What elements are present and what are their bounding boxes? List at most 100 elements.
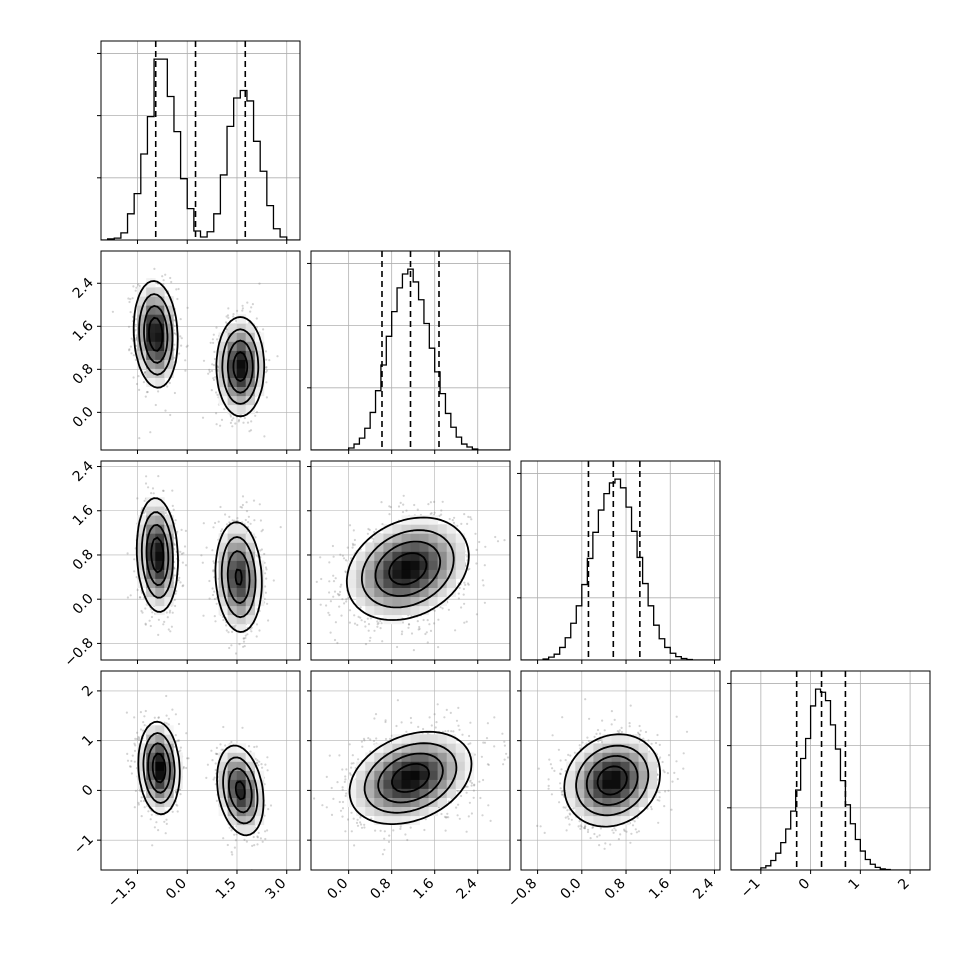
density-bin (401, 551, 411, 561)
sample-point (157, 390, 160, 393)
sample-point (171, 504, 174, 507)
sample-point (162, 489, 165, 492)
sample-point (213, 615, 216, 618)
sample-point (230, 644, 233, 647)
sample-point (245, 510, 249, 513)
sample-point (260, 548, 263, 551)
density-bin (410, 542, 420, 552)
sample-point (328, 580, 331, 583)
density-bin (383, 587, 393, 597)
density-bin (236, 395, 247, 406)
density-bin (356, 596, 366, 607)
sample-point (151, 611, 154, 614)
density-shading (137, 278, 265, 415)
sample-point (144, 508, 147, 511)
density-bin (218, 332, 228, 342)
sample-point (368, 639, 371, 642)
sample-point (401, 510, 405, 514)
density-bin (155, 542, 165, 552)
sample-point (225, 315, 228, 318)
sample-point (135, 337, 138, 340)
sample-point (416, 620, 419, 623)
density-bin (245, 323, 256, 333)
density-bin (455, 533, 466, 543)
sample-point (319, 603, 322, 606)
density-bin (437, 569, 447, 579)
density-bin (227, 578, 237, 588)
density-bin (137, 359, 147, 369)
sample-point (258, 629, 261, 632)
density-bin (392, 605, 402, 616)
sample-point (451, 519, 454, 522)
sample-point (177, 287, 180, 291)
density-bin (236, 596, 247, 607)
density-bin (218, 578, 228, 588)
sample-point (179, 318, 182, 321)
density-bin (146, 506, 156, 516)
sample-point (144, 395, 147, 398)
sample-point (225, 328, 228, 331)
sample-point (144, 623, 147, 626)
sample-point (237, 420, 240, 423)
density-bin (410, 551, 420, 561)
sample-point (153, 267, 156, 270)
density-bin (227, 596, 237, 607)
density-bin (146, 296, 156, 306)
sample-point (213, 350, 216, 353)
density-bin (365, 587, 375, 597)
density-bin (236, 368, 247, 378)
sample-point (264, 566, 268, 569)
contour-line (374, 540, 442, 597)
sample-point (249, 429, 253, 432)
sample-point (128, 300, 131, 304)
sample-point (234, 624, 237, 627)
sample-point (360, 619, 363, 622)
sample-point (164, 511, 167, 515)
sample-point (483, 564, 486, 567)
sample-point (244, 518, 247, 522)
sample-point (221, 528, 224, 531)
sample-point (320, 577, 323, 581)
sample-point (276, 355, 279, 358)
density-bin (146, 314, 156, 324)
sample-point (224, 513, 227, 516)
sample-point (225, 624, 228, 627)
sample-point (179, 749, 182, 752)
sample-point (152, 492, 155, 495)
sample-point (255, 317, 258, 320)
density-bin (410, 560, 420, 570)
sample-point (255, 326, 258, 329)
sample-point (211, 363, 214, 366)
sample-point (212, 569, 215, 572)
sample-point (396, 645, 399, 649)
sample-point (179, 335, 182, 338)
density-bin (146, 332, 156, 342)
density-bin (383, 578, 393, 588)
sample-point (372, 540, 375, 543)
sample-point (346, 546, 349, 549)
density-bin (419, 560, 429, 570)
sample-point (239, 505, 242, 509)
sample-point (484, 545, 487, 548)
density-bin (428, 578, 438, 588)
scatter-panel-1-2 (311, 461, 510, 660)
sample-point (148, 619, 151, 622)
sample-point (363, 620, 366, 623)
density-bin (437, 587, 447, 597)
sample-point (173, 598, 176, 602)
density-bin (455, 542, 466, 552)
sample-point (410, 632, 414, 635)
density-bin (236, 524, 247, 534)
density-bin (401, 596, 411, 607)
sample-point (475, 548, 478, 552)
sample-point (166, 616, 169, 619)
sample-point (231, 519, 234, 522)
sample-point (247, 521, 250, 524)
sample-point (255, 635, 258, 638)
sample-point (336, 641, 339, 645)
density-bin (146, 350, 156, 360)
sample-point (202, 522, 205, 525)
sample-point (134, 323, 137, 326)
density-bin (146, 287, 156, 297)
sample-point (334, 621, 337, 624)
